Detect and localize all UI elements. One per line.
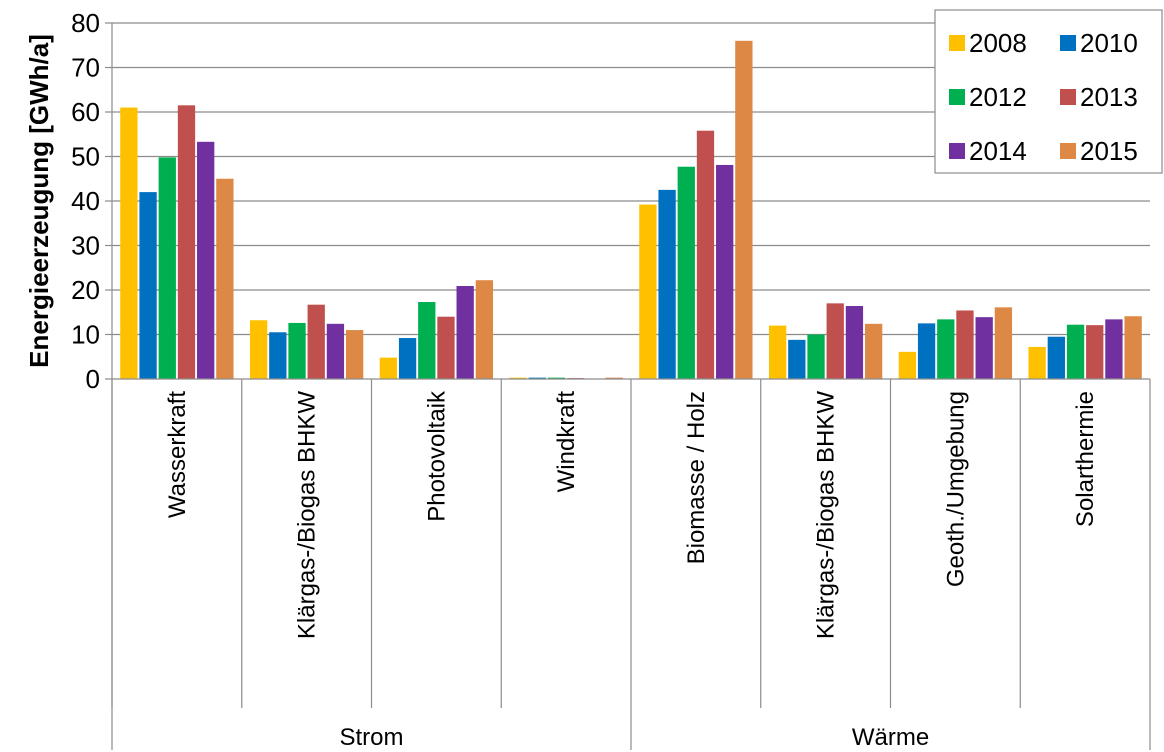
bar-2012: [677, 166, 695, 379]
bar-2014: [1105, 319, 1123, 379]
bar-2015: [994, 307, 1013, 379]
bar-2013: [307, 304, 325, 379]
y-tick-label: 20: [71, 275, 100, 305]
bar-2015: [864, 323, 883, 379]
bar-2015: [345, 330, 364, 379]
bar-2010: [139, 192, 157, 379]
legend-label: 2008: [969, 28, 1027, 58]
y-tick-label: 10: [71, 320, 100, 350]
bar-2010: [917, 323, 936, 379]
bar-2010: [1047, 336, 1065, 379]
bar-2012: [418, 302, 436, 379]
legend-box: [934, 9, 1163, 174]
bar-2012: [807, 334, 825, 379]
bar-2008: [639, 204, 657, 379]
category-label: Wasserkraft: [164, 391, 191, 518]
y-tick-label: 80: [71, 8, 100, 38]
category-label: Biomasse / Holz: [683, 391, 710, 564]
y-axis-title: Energieerzeugung [GWh/a]: [24, 34, 54, 368]
bar-2013: [177, 105, 196, 379]
bar-2012: [1066, 324, 1085, 379]
bar-2015: [216, 178, 234, 379]
group-label: Strom: [339, 724, 403, 751]
legend-swatch-2013: [1060, 89, 1076, 105]
bar-2014: [197, 141, 215, 379]
legend-swatch-2008: [949, 35, 965, 51]
bar-2013: [826, 303, 844, 379]
bar-2008: [120, 107, 138, 380]
bar-2010: [658, 189, 676, 379]
bar-2012: [937, 319, 955, 379]
bar-2014: [326, 323, 345, 379]
grid-lines: [112, 22, 1150, 336]
category-label: Windkraft: [553, 391, 580, 493]
legend-swatch-2012: [949, 89, 965, 105]
y-tick-label: 0: [86, 364, 100, 394]
bar-2014: [456, 285, 474, 379]
category-label: Klärgas-/Biogas BHKW: [813, 391, 840, 639]
axis-labels: 0 10 20 30 40 50 60 70 80 Wasserkraft Klärgas-/Bio…: [71, 8, 1099, 751]
bar-2012: [547, 377, 566, 379]
bar-2015: [475, 280, 494, 379]
bar-2013: [956, 310, 974, 379]
category-label: Geoth./Umgebung: [942, 391, 969, 587]
bar-2008: [379, 357, 398, 379]
y-tick-label: 30: [71, 231, 100, 261]
bar-2012: [288, 322, 306, 379]
bar-2013: [437, 316, 455, 379]
group-label: Wärme: [852, 724, 929, 751]
bar-2008: [1028, 346, 1046, 379]
legend-swatch-2010: [1060, 35, 1076, 51]
bar-2012: [158, 157, 176, 379]
bar-2014: [975, 317, 993, 379]
bar-2015: [605, 377, 623, 379]
bar-2010: [398, 338, 417, 379]
category-label: Solarthermie: [1072, 391, 1099, 527]
bar-2015: [1124, 316, 1142, 379]
y-tick-label: 50: [71, 142, 100, 172]
legend-label: 2010: [1080, 28, 1138, 58]
legend-swatch-2015: [1060, 143, 1076, 159]
legend-label: 2013: [1080, 82, 1138, 112]
y-tick-label: 60: [71, 97, 100, 127]
legend-label: 2014: [969, 136, 1027, 166]
bar-2010: [528, 377, 546, 379]
bar-2013: [696, 130, 715, 379]
bar-2008: [898, 351, 917, 379]
bar-2008: [249, 320, 268, 379]
axes: [105, 22, 1151, 750]
y-tick-label: 70: [71, 53, 100, 83]
legend-label: 2015: [1080, 136, 1138, 166]
bar-2008: [768, 325, 787, 379]
y-tick-label: 40: [71, 186, 100, 216]
category-label: Klärgas-/Biogas BHKW: [294, 391, 321, 639]
bar-2013: [1086, 325, 1104, 379]
bar-2008: [509, 377, 527, 379]
bar-2010: [788, 339, 806, 379]
legend: 2008 2010 2012 2013 2014 2015: [934, 9, 1163, 174]
category-label: Photovoltaik: [423, 390, 450, 522]
legend-swatch-2014: [949, 143, 965, 159]
bars: [120, 40, 1142, 380]
bar-2014: [716, 164, 734, 379]
legend-label: 2012: [969, 82, 1027, 112]
bar-2014: [845, 306, 864, 379]
bar-2010: [269, 332, 287, 379]
bar-2015: [735, 40, 753, 380]
